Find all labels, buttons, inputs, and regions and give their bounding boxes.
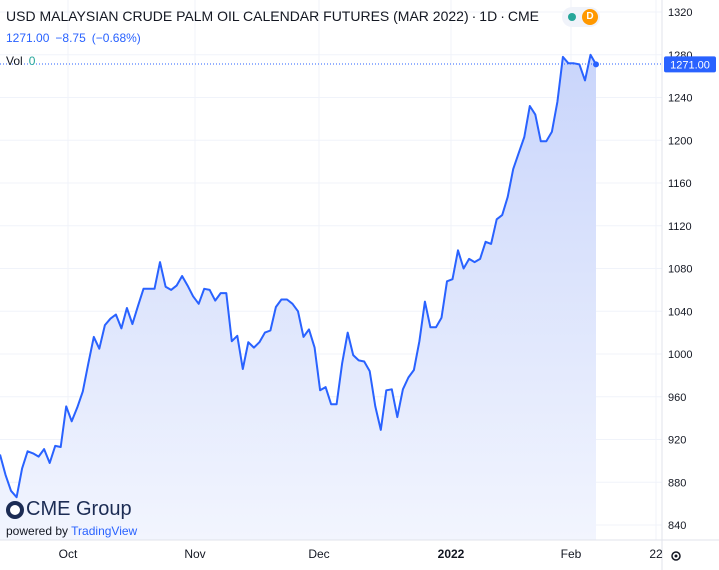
x-tick-label: Oct (59, 547, 78, 561)
quote-row: 1271.00 −8.75 (−0.68%) (6, 31, 147, 45)
price-change-pct: (−0.68%) (91, 31, 141, 45)
status-badges[interactable]: D (562, 7, 600, 27)
y-tick-label: 1000 (668, 349, 692, 361)
y-tick-label: 1120 (668, 221, 692, 233)
last-price-tag (664, 56, 716, 73)
y-tick-label: 960 (668, 392, 686, 404)
x-tick-label: Nov (184, 547, 205, 561)
exchange: CME (507, 8, 539, 24)
volume-legend: Vol 0 (6, 54, 35, 68)
price-area-fill (0, 54, 596, 541)
last-price-dot (593, 61, 599, 68)
price-change: −8.75 (55, 31, 86, 45)
x-tick-label: 2022 (438, 547, 465, 561)
symbol-title[interactable]: USD MALAYSIAN CRUDE PALM OIL CALENDAR FU… (6, 8, 469, 24)
x-tick-label: Feb (561, 547, 582, 561)
cme-brand-text: CME Group (26, 498, 132, 520)
volume-label: Vol (6, 54, 23, 68)
y-tick-label: 840 (668, 520, 686, 532)
last-price-tag-label: 1271.00 (670, 59, 710, 71)
y-tick-label: 920 (668, 435, 686, 447)
volume-value: 0 (28, 54, 36, 68)
x-tick-label: 22 (649, 547, 663, 561)
price-line (0, 53, 599, 499)
powered-by-text: powered by TradingView (6, 524, 138, 538)
y-tick-label: 1200 (668, 135, 692, 147)
y-tick-label: 1320 (668, 7, 692, 19)
x-axis: Oct Nov Dec 2022 Feb 22 (59, 547, 663, 561)
price-area (0, 54, 596, 541)
y-tick-label: 1040 (668, 306, 692, 318)
price-line-path (0, 53, 597, 499)
interval[interactable]: 1D (479, 8, 498, 24)
cme-globe-icon (6, 501, 24, 519)
market-open-icon (568, 13, 576, 21)
y-tick-label: 1080 (668, 264, 692, 276)
chart-header: USD MALAYSIAN CRUDE PALM OIL CALENDAR FU… (6, 8, 539, 24)
settings-icon[interactable] (669, 549, 683, 563)
tradingview-link[interactable]: TradingView (71, 524, 138, 538)
y-tick-label: 880 (668, 477, 686, 489)
x-tick-label: Dec (308, 547, 329, 561)
last-price: 1271.00 (6, 31, 50, 45)
y-tick-label: 1240 (668, 93, 692, 105)
delayed-badge: D (582, 9, 598, 25)
y-tick-label: 1160 (668, 178, 692, 190)
